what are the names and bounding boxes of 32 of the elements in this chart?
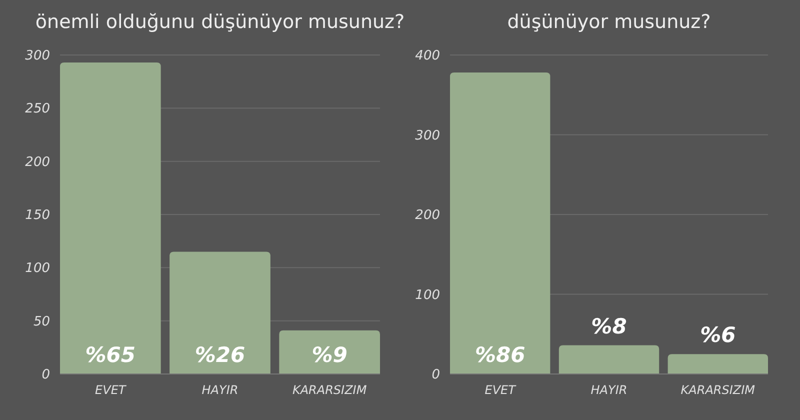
annotation: %6 xyxy=(700,323,736,348)
y-tick-label: 100 xyxy=(25,261,50,276)
bar xyxy=(170,252,270,374)
x-tick-label: EVET xyxy=(484,383,518,397)
annotation: %65 xyxy=(85,343,136,367)
x-tick-label: KARARSIZIM xyxy=(680,383,756,397)
y-tick-label: 0 xyxy=(432,368,440,383)
y-tick-label: 400 xyxy=(415,48,440,64)
annotation: %8 xyxy=(591,314,627,338)
y-tick-label: 300 xyxy=(25,48,50,64)
bar xyxy=(668,354,768,374)
annotation: %86 xyxy=(474,343,526,367)
annotation: %26 xyxy=(194,343,246,367)
x-tick-label: HAYIR xyxy=(590,383,628,397)
bar xyxy=(450,72,550,374)
bar xyxy=(279,330,380,374)
y-tick-label: 0 xyxy=(42,368,50,383)
y-tick-label: 250 xyxy=(25,102,50,117)
x-tick-label: KARARSIZIM xyxy=(292,383,368,397)
y-tick-label: 50 xyxy=(33,314,50,330)
y-tick-label: 150 xyxy=(25,208,50,224)
y-tick-label: 200 xyxy=(25,154,50,170)
y-tick-label: 100 xyxy=(415,288,440,303)
chart-title: düşünüyor musunuz? xyxy=(507,11,711,33)
y-tick-label: 200 xyxy=(415,208,440,224)
bar xyxy=(558,345,660,374)
annotation: %9 xyxy=(312,343,348,367)
bar xyxy=(60,62,161,374)
x-tick-label: EVET xyxy=(95,383,128,397)
y-tick-label: 300 xyxy=(415,128,440,144)
chart-title: önemli olduğunu düşünüyor musunuz? xyxy=(35,11,405,33)
x-tick-label: HAYIR xyxy=(202,383,238,397)
